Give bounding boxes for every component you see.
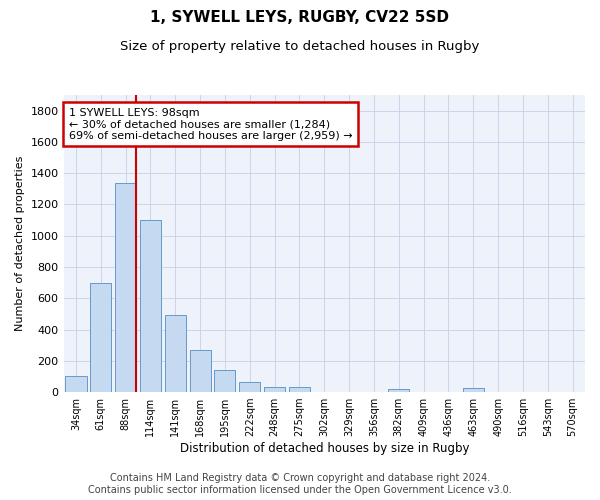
Bar <box>115 182 136 392</box>
Bar <box>264 388 285 392</box>
Bar <box>140 220 161 392</box>
Text: 1, SYWELL LEYS, RUGBY, CV22 5SD: 1, SYWELL LEYS, RUGBY, CV22 5SD <box>151 10 449 25</box>
Y-axis label: Number of detached properties: Number of detached properties <box>15 156 25 331</box>
X-axis label: Distribution of detached houses by size in Rugby: Distribution of detached houses by size … <box>179 442 469 455</box>
Bar <box>165 316 186 392</box>
Text: Size of property relative to detached houses in Rugby: Size of property relative to detached ho… <box>121 40 479 53</box>
Bar <box>65 376 86 392</box>
Bar <box>289 388 310 392</box>
Text: Contains HM Land Registry data © Crown copyright and database right 2024.
Contai: Contains HM Land Registry data © Crown c… <box>88 474 512 495</box>
Bar <box>388 389 409 392</box>
Bar <box>90 282 112 392</box>
Bar <box>463 388 484 392</box>
Bar <box>190 350 211 392</box>
Bar <box>239 382 260 392</box>
Text: 1 SYWELL LEYS: 98sqm
← 30% of detached houses are smaller (1,284)
69% of semi-de: 1 SYWELL LEYS: 98sqm ← 30% of detached h… <box>68 108 352 140</box>
Bar <box>214 370 235 392</box>
